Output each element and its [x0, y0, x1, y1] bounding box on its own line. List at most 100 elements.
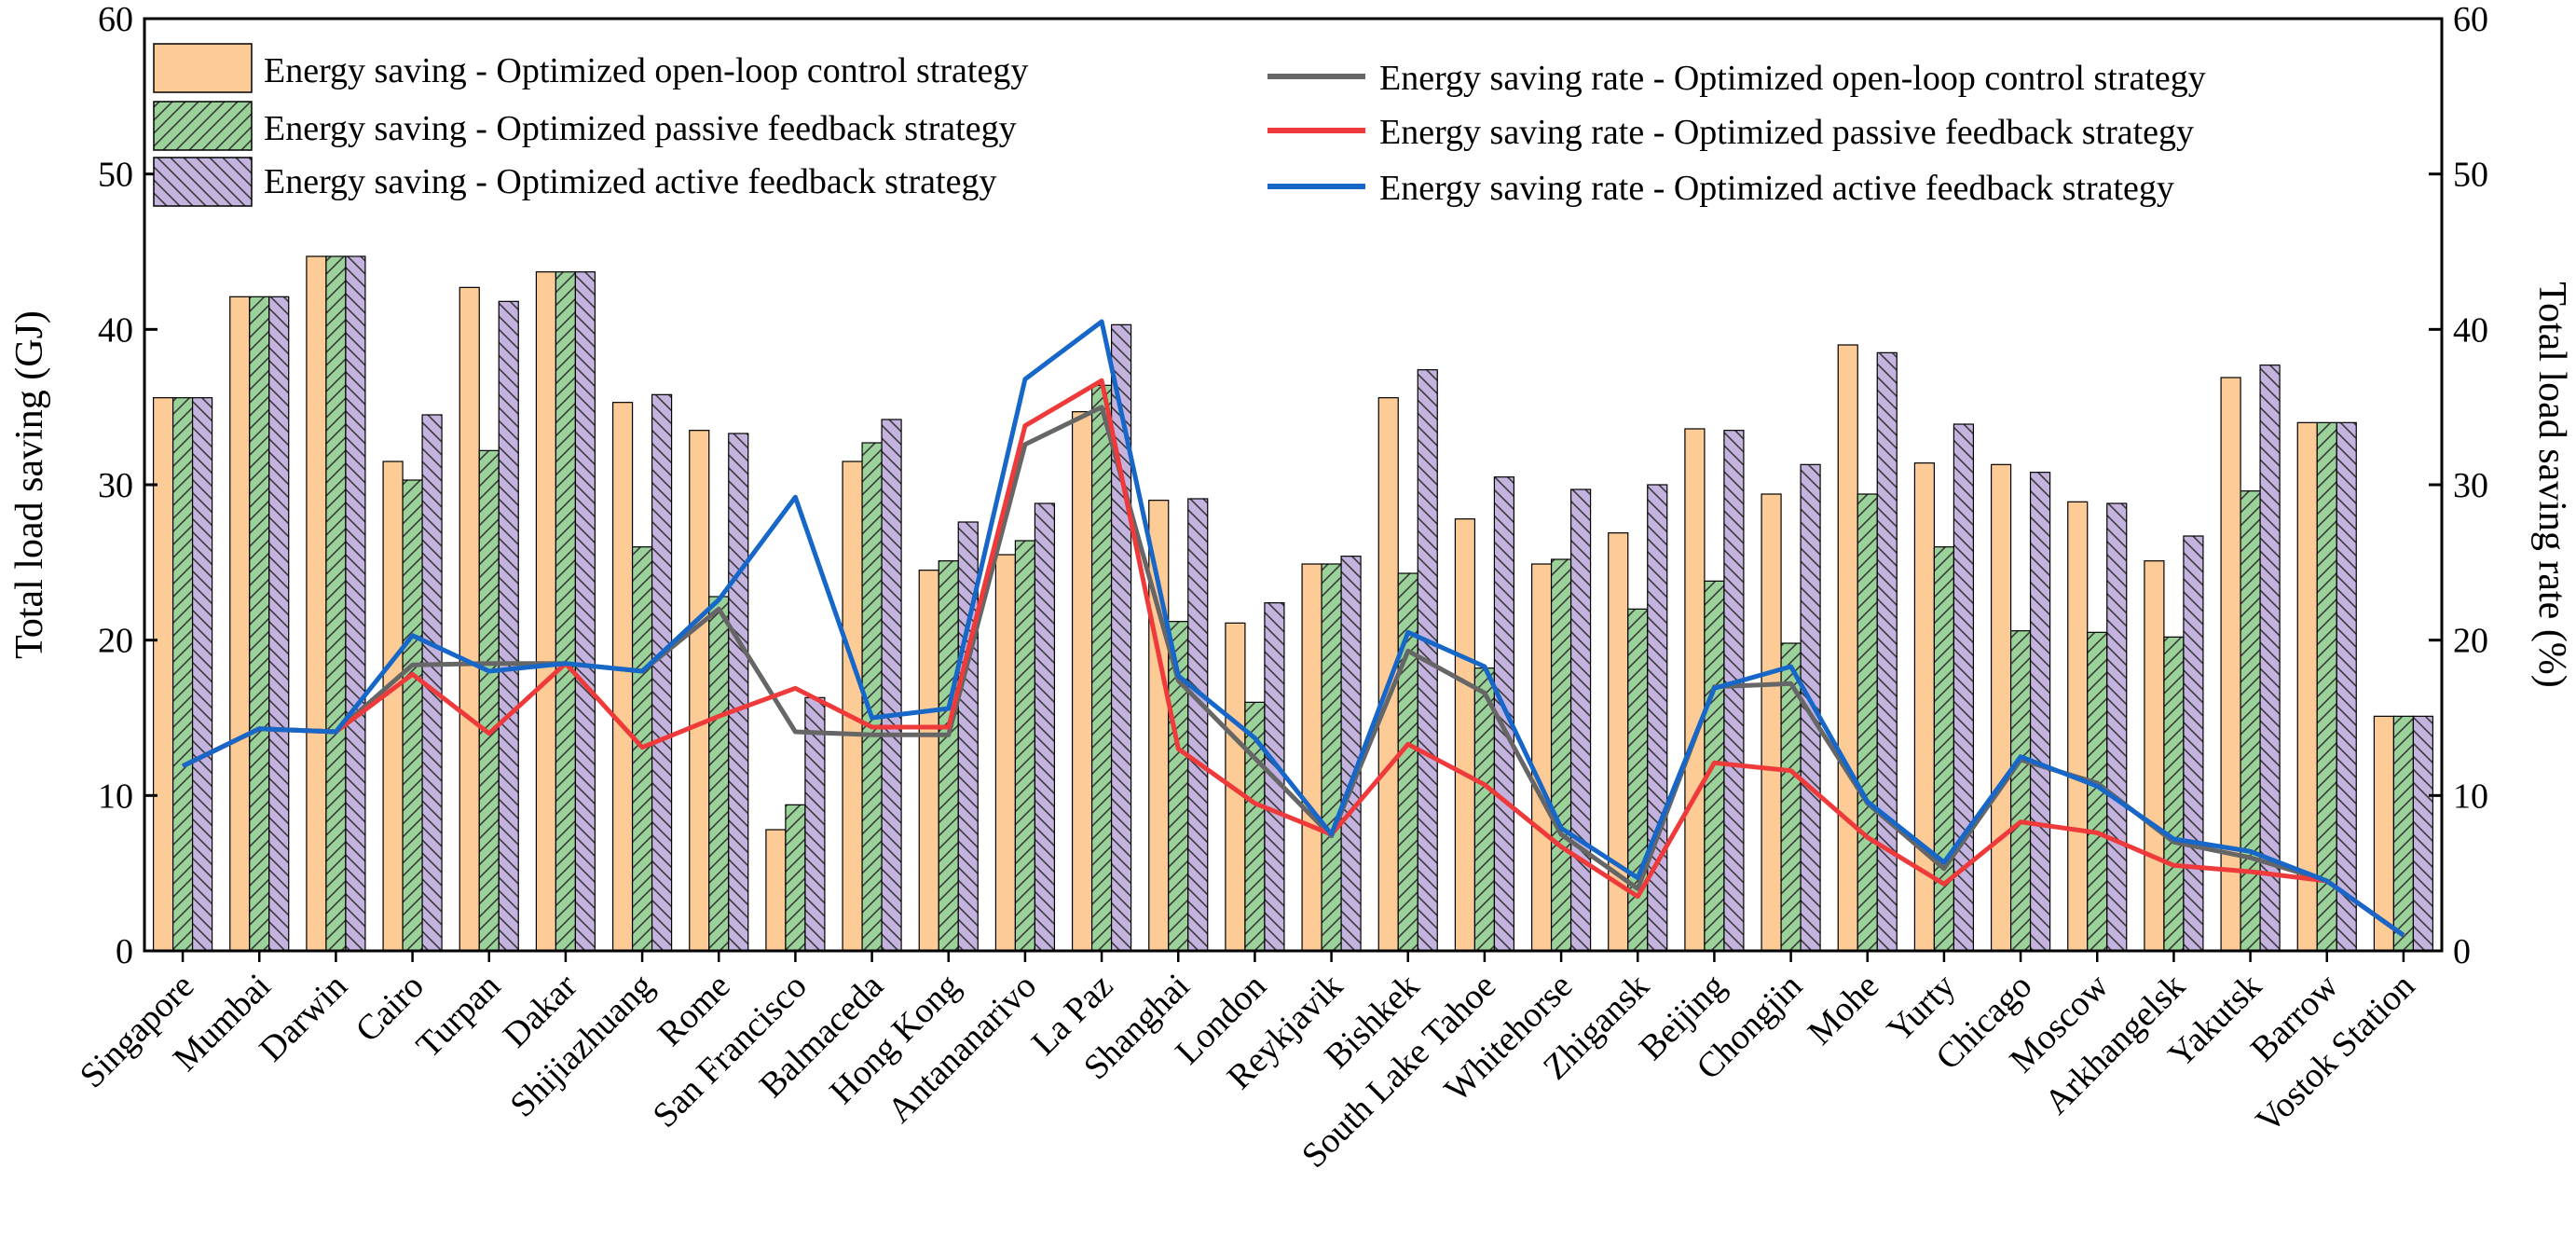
y2-tick-label-40: 40 [2453, 310, 2488, 350]
legend-label-active-bar: Energy saving - Optimized active feedbac… [264, 162, 996, 201]
bars-layer [152, 255, 2434, 952]
bar-series3-6 [651, 393, 673, 952]
bar-series2-21 [1780, 642, 1802, 952]
bar-series1-16 [1377, 397, 1399, 952]
y2-tick-label-20: 20 [2453, 622, 2488, 661]
bar-series1-11 [994, 554, 1017, 952]
bar-series2-29 [2392, 715, 2415, 952]
y-tick-label-0: 0 [116, 932, 133, 971]
bar-series1-21 [1761, 493, 1782, 952]
legend: Energy saving - Optimized open-loop cont… [153, 43, 2206, 208]
bar-series1-10 [918, 570, 939, 952]
bar-series2-8 [785, 804, 806, 952]
bar-series2-16 [1397, 572, 1418, 952]
bar-series2-0 [171, 397, 194, 952]
bar-series1-26 [2144, 560, 2165, 952]
bar-series1-25 [2067, 501, 2089, 952]
y-tick-label-60: 60 [98, 0, 133, 39]
bar-series3-29 [2412, 715, 2434, 952]
bar-series1-17 [1454, 518, 1476, 952]
bar-series1-24 [1990, 463, 2012, 952]
y2-tick-label-50: 50 [2453, 156, 2488, 195]
bar-series1-1 [229, 296, 251, 952]
bar-series1-2 [306, 255, 327, 952]
bar-series1-6 [611, 402, 634, 952]
legend-swatch-active-bar [153, 157, 253, 207]
legend-swatch-passive-bar [153, 101, 253, 151]
bar-series3-28 [2336, 421, 2357, 952]
bar-series1-27 [2220, 377, 2241, 952]
bar-series3-4 [498, 300, 519, 952]
bar-series2-18 [1550, 558, 1572, 952]
bar-series2-3 [402, 479, 423, 952]
bar-series1-9 [842, 461, 863, 952]
bar-series3-13 [1187, 498, 1209, 952]
bar-series1-7 [689, 430, 710, 952]
bar-series1-12 [1071, 411, 1093, 952]
bar-series3-9 [881, 419, 902, 952]
bar-series2-28 [2316, 421, 2337, 952]
line-series3 [182, 319, 2405, 938]
bar-series3-1 [268, 296, 290, 952]
bar-series3-22 [1876, 351, 1898, 952]
line-series2 [182, 378, 2405, 938]
y-axis: 0 10 20 30 40 50 60 [98, 0, 158, 971]
bar-series3-18 [1569, 488, 1592, 952]
bar-series1-5 [535, 271, 557, 952]
legend-label-passive-line: Energy saving rate - Optimized passive f… [1379, 113, 2194, 152]
bar-series3-20 [1723, 430, 1745, 952]
bar-series3-7 [728, 433, 749, 952]
bar-series1-8 [765, 829, 787, 952]
bar-series1-13 [1148, 500, 1170, 952]
y-tick-label-50: 50 [98, 156, 133, 195]
bar-series3-8 [804, 696, 826, 952]
bar-series1-22 [1837, 344, 1858, 952]
bar-series1-20 [1684, 428, 1706, 952]
bar-series2-7 [708, 596, 730, 952]
bar-series2-27 [2240, 490, 2261, 952]
bar-series2-26 [2163, 636, 2185, 952]
bar-series2-11 [1014, 540, 1036, 952]
y2-tick-label-0: 0 [2453, 932, 2471, 971]
bar-series3-5 [574, 271, 596, 952]
y2-tick-label-60: 60 [2453, 0, 2488, 39]
y-axis-title: Total load saving (GJ) [8, 310, 51, 659]
x-tick-label-2: Darwin [252, 967, 354, 1069]
bar-series3-24 [2029, 472, 2051, 952]
bar-series3-26 [2183, 535, 2204, 952]
bar-series2-19 [1627, 608, 1649, 952]
legend-label-active-line: Energy saving rate - Optimized active fe… [1379, 169, 2174, 208]
bar-series3-11 [1034, 502, 1056, 952]
legend-label-passive-bar: Energy saving - Optimized passive feedba… [264, 109, 1017, 148]
bar-series2-23 [1933, 546, 1955, 952]
bar-series2-12 [1090, 384, 1113, 952]
bar-series2-5 [555, 271, 577, 952]
bar-series3-0 [191, 397, 213, 952]
x-tick-label-22: Mohe [1801, 967, 1886, 1052]
bar-series2-15 [1321, 563, 1342, 952]
y-tick-label-40: 40 [98, 310, 133, 350]
x-tick-label-0: Singapore [73, 967, 202, 1096]
bar-series3-25 [2106, 502, 2128, 952]
bar-series2-22 [1857, 493, 1878, 952]
x-axis: SingaporeMumbaiDarwinCairoTurpanDakarShi… [73, 951, 2422, 1176]
x-tick-label-4: Turpan [409, 967, 508, 1066]
bar-series3-15 [1340, 556, 1362, 952]
bar-series2-10 [938, 560, 959, 952]
y2-axis: 0 10 20 30 40 50 60 [2429, 0, 2488, 971]
legend-label-open-loop-bar: Energy saving - Optimized open-loop cont… [264, 51, 1028, 90]
bar-series2-24 [2009, 630, 2032, 952]
lines-layer [182, 319, 2405, 938]
y-tick-label-20: 20 [98, 622, 133, 661]
y2-tick-label-10: 10 [2453, 777, 2488, 816]
bar-series2-2 [325, 255, 347, 952]
bar-series3-2 [345, 255, 366, 952]
y-tick-label-10: 10 [98, 777, 133, 816]
bar-series2-1 [249, 296, 270, 952]
bar-series3-19 [1647, 484, 1668, 952]
bar-series1-4 [459, 286, 480, 952]
y2-tick-label-30: 30 [2453, 466, 2488, 505]
y-tick-label-30: 30 [98, 466, 133, 505]
bar-series1-3 [382, 461, 404, 952]
